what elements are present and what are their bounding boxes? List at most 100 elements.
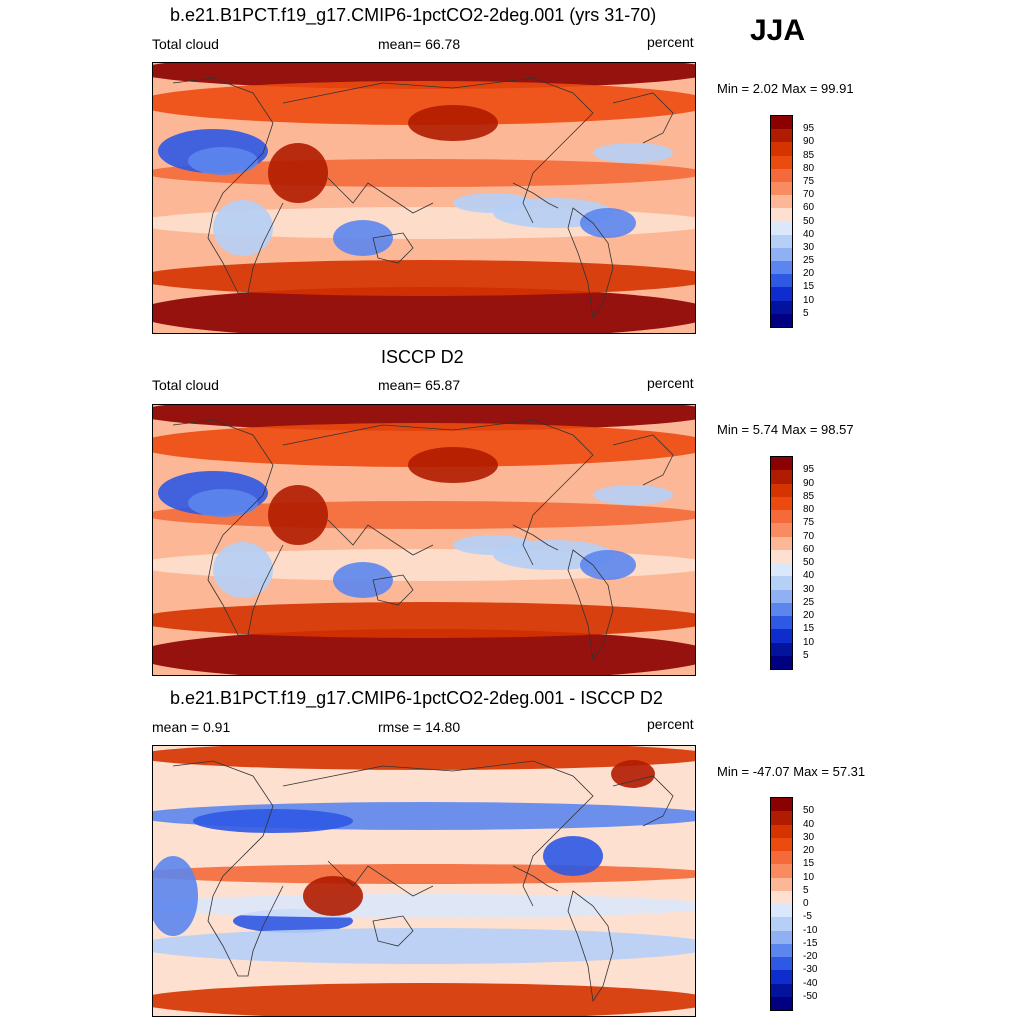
colorbar-tick-label: 60 <box>803 202 815 214</box>
colorbar-tick-label: 30 <box>803 831 815 843</box>
colorbar-box <box>771 890 792 904</box>
colorbar-box <box>771 221 792 235</box>
panel2-map <box>152 404 696 676</box>
colorbar-box <box>771 261 792 275</box>
colorbar-box <box>771 642 792 656</box>
colorbar-box <box>771 798 792 812</box>
colorbar-box <box>771 208 792 222</box>
colorbar-box <box>771 470 792 484</box>
colorbar-box <box>771 116 792 130</box>
colorbar-tick-label: 85 <box>803 490 815 502</box>
colorbar-box <box>771 864 792 878</box>
panel3-mean-label: mean = 0.91 <box>152 719 231 735</box>
colorbar-tick-label: 5 <box>803 649 809 661</box>
colorbar-box <box>771 457 792 471</box>
colorbar-box <box>771 549 792 563</box>
colorbar-box <box>771 930 792 944</box>
colorbar-tick-label: 5 <box>803 307 809 319</box>
colorbar-box <box>771 287 792 301</box>
colorbar-tick-label: 40 <box>803 818 815 830</box>
colorbar-box <box>771 943 792 957</box>
colorbar-box <box>771 483 792 497</box>
colorbar-box <box>771 142 792 156</box>
colorbar-box <box>771 576 792 590</box>
colorbar-tick-label: 85 <box>803 149 815 161</box>
colorbar-box <box>771 877 792 891</box>
colorbar-tick-label: 50 <box>803 557 815 568</box>
colorbar-tick-label: 40 <box>803 570 815 582</box>
colorbar-box <box>771 496 792 510</box>
colorbar-tick-label: 5 <box>803 884 809 896</box>
colorbar-box <box>771 851 792 865</box>
colorbar-tick-label: 60 <box>803 543 815 555</box>
colorbar-tick-label: 75 <box>803 175 815 187</box>
colorbar-box <box>771 195 792 209</box>
colorbar-tick-label: -30 <box>803 964 818 976</box>
panel1-title: b.e21.B1PCT.f19_g17.CMIP6-1pctCO2-2deg.0… <box>170 5 657 25</box>
colorbar-box <box>771 957 792 971</box>
colorbar-tick-label: 75 <box>803 517 815 529</box>
panel2-minmax: Min = 5.74 Max = 98.57 <box>717 422 854 437</box>
colorbar-box <box>771 824 792 838</box>
colorbar-tick-label: -20 <box>803 951 818 962</box>
colorbar-tick-label: 25 <box>803 255 815 267</box>
panel1-map <box>152 62 696 334</box>
colorbar-tick-label: 50 <box>803 215 815 227</box>
colorbar-box <box>771 300 792 314</box>
colorbar-tick-label: 10 <box>803 294 815 306</box>
panel1-colorbar <box>770 115 793 328</box>
colorbar-box <box>771 616 792 630</box>
colorbar-tick-label: 95 <box>803 123 815 135</box>
colorbar-box <box>771 234 792 248</box>
panel3-title: b.e21.B1PCT.f19_g17.CMIP6-1pctCO2-2deg.0… <box>170 688 663 708</box>
colorbar-tick-label: 15 <box>803 858 815 870</box>
colorbar-tick-label: 10 <box>803 636 815 648</box>
colorbar-tick-label: 30 <box>803 583 815 595</box>
colorbar-tick-label: 0 <box>803 898 809 909</box>
colorbar-box <box>771 129 792 143</box>
colorbar-box <box>771 563 792 577</box>
colorbar-tick-label: 15 <box>803 281 815 293</box>
panel3-map <box>152 745 696 1017</box>
colorbar-box <box>771 536 792 550</box>
panel3-colorbar <box>770 797 793 1011</box>
colorbar-box <box>771 247 792 262</box>
colorbar-box <box>771 589 792 603</box>
panel1-units-label: percent <box>647 34 694 50</box>
colorbar-box <box>771 274 792 288</box>
colorbar-tick-label: 50 <box>803 805 815 817</box>
panel3-units-label: percent <box>647 716 694 732</box>
panel2-title: ISCCP D2 <box>381 347 464 367</box>
panel3-minmax: Min = -47.07 Max = 57.31 <box>717 764 866 779</box>
colorbar-tick-label: -10 <box>803 924 818 936</box>
panel2-units-label: percent <box>647 375 694 391</box>
colorbar-box <box>771 602 792 616</box>
colorbar-tick-label: 40 <box>803 228 815 240</box>
colorbar-tick-label: 70 <box>803 189 815 201</box>
panel2-colorbar <box>770 456 793 670</box>
colorbar-box <box>771 523 792 537</box>
panel2-variable-label: Total cloud <box>152 377 219 393</box>
colorbar-tick-label: 80 <box>803 504 815 515</box>
colorbar-tick-label: -5 <box>803 911 812 923</box>
colorbar-box <box>771 811 792 825</box>
colorbar-box <box>771 155 792 169</box>
colorbar-tick-label: 15 <box>803 623 815 635</box>
panel1-minmax: Min = 2.02 Max = 99.91 <box>717 81 854 96</box>
colorbar-box <box>771 917 792 931</box>
colorbar-tick-label: -40 <box>803 977 818 989</box>
colorbar-box <box>771 313 792 327</box>
colorbar-tick-label: 90 <box>803 136 815 148</box>
colorbar-tick-label: 25 <box>803 596 815 608</box>
colorbar-box <box>771 655 792 669</box>
colorbar-tick-label: 20 <box>803 268 815 280</box>
panel1-mean-label: mean= 66.78 <box>378 36 461 52</box>
colorbar-tick-label: 80 <box>803 162 815 174</box>
colorbar-box <box>771 510 792 524</box>
colorbar-tick-label: 20 <box>803 845 815 856</box>
colorbar-tick-label: 20 <box>803 610 815 621</box>
colorbar-box <box>771 629 792 643</box>
panel1-variable-label: Total cloud <box>152 36 219 52</box>
colorbar-tick-label: 90 <box>803 477 815 489</box>
colorbar-tick-label: -50 <box>803 990 818 1002</box>
